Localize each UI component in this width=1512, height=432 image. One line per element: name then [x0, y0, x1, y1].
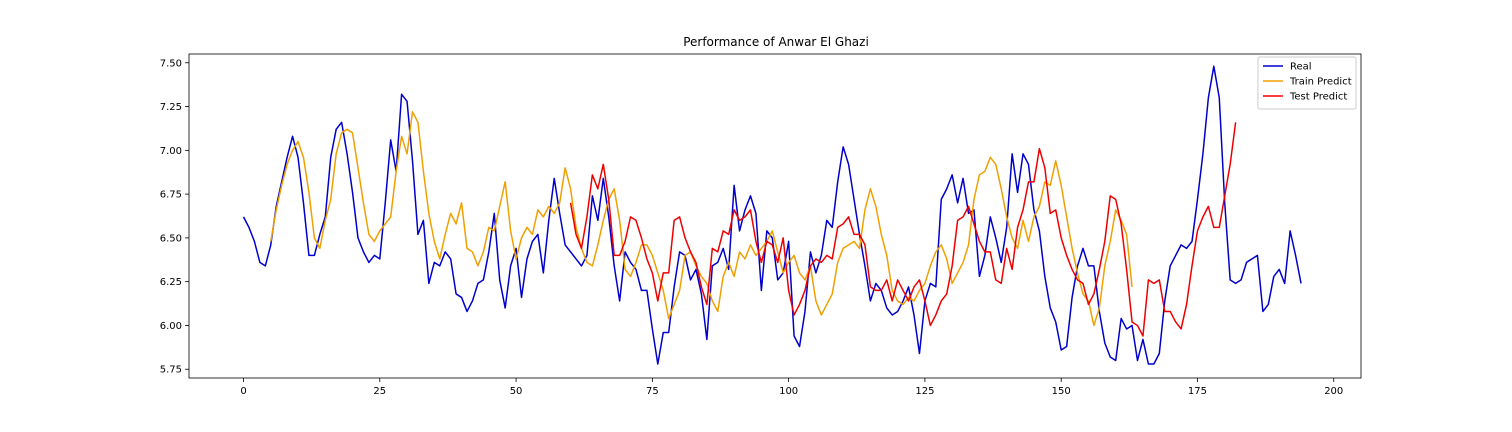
chart-title: Performance of Anwar El Ghazi	[683, 35, 869, 49]
x-tick-label: 0	[240, 386, 246, 397]
x-tick-label: 50	[510, 386, 523, 397]
x-axis: 0 25 50 75 100 125 150 175 200	[240, 378, 1343, 397]
series-layer	[242, 65, 1302, 365]
series-line-0	[242, 65, 1302, 365]
x-tick-label: 75	[646, 386, 659, 397]
y-tick-label: 6.75	[160, 190, 182, 201]
x-tick-label: 100	[779, 386, 798, 397]
y-tick-label: 7.25	[160, 102, 182, 113]
x-tick-label: 200	[1324, 386, 1343, 397]
x-tick-label: 150	[1052, 386, 1071, 397]
y-axis: 5.75 6.00 6.25 6.50 6.75 7.00 7.25 7.50	[160, 58, 189, 376]
series-line-2	[569, 122, 1237, 337]
y-tick-label: 7.50	[160, 58, 182, 69]
x-tick-label: 25	[373, 386, 386, 397]
legend: Real Train Predict Test Predict	[1257, 56, 1357, 110]
y-tick-label: 6.25	[160, 277, 182, 288]
legend-label-2: Test Predict	[1289, 92, 1347, 103]
y-tick-label: 7.00	[160, 146, 182, 157]
series-line-1	[270, 111, 1133, 327]
x-tick-label: 125	[915, 386, 934, 397]
y-tick-label: 5.75	[160, 365, 182, 376]
x-tick-label: 175	[1188, 386, 1207, 397]
y-tick-label: 6.00	[160, 321, 182, 332]
legend-label-0: Real	[1290, 62, 1312, 73]
legend-label-1: Train Predict	[1289, 77, 1352, 88]
plot-frame	[188, 53, 1362, 379]
y-tick-label: 6.50	[160, 233, 182, 244]
